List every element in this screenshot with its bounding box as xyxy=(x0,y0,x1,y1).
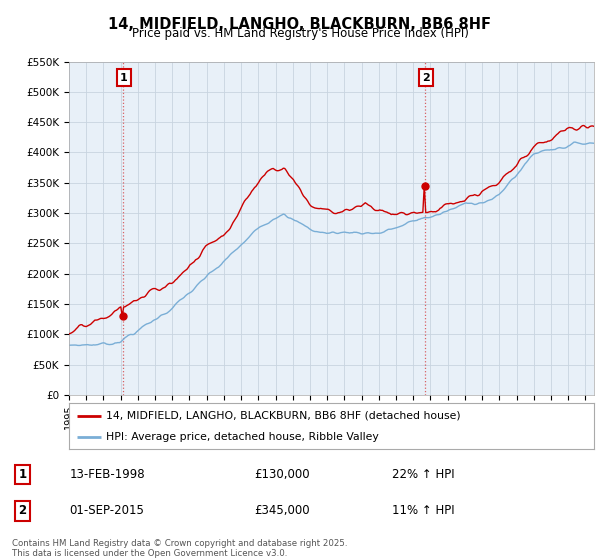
Text: £130,000: £130,000 xyxy=(254,468,310,481)
Text: 2: 2 xyxy=(19,504,26,517)
Text: HPI: Average price, detached house, Ribble Valley: HPI: Average price, detached house, Ribb… xyxy=(106,432,379,442)
Text: 1: 1 xyxy=(120,72,128,82)
Text: 2: 2 xyxy=(422,72,430,82)
Text: 14, MIDFIELD, LANGHO, BLACKBURN, BB6 8HF (detached house): 14, MIDFIELD, LANGHO, BLACKBURN, BB6 8HF… xyxy=(106,410,460,421)
Text: Contains HM Land Registry data © Crown copyright and database right 2025.
This d: Contains HM Land Registry data © Crown c… xyxy=(12,539,347,558)
Text: 22% ↑ HPI: 22% ↑ HPI xyxy=(392,468,455,481)
Text: 13-FEB-1998: 13-FEB-1998 xyxy=(70,468,145,481)
Text: 11% ↑ HPI: 11% ↑ HPI xyxy=(392,504,455,517)
Text: 14, MIDFIELD, LANGHO, BLACKBURN, BB6 8HF: 14, MIDFIELD, LANGHO, BLACKBURN, BB6 8HF xyxy=(109,17,491,32)
Text: Price paid vs. HM Land Registry's House Price Index (HPI): Price paid vs. HM Land Registry's House … xyxy=(131,27,469,40)
Text: 1: 1 xyxy=(19,468,26,481)
Text: 01-SEP-2015: 01-SEP-2015 xyxy=(70,504,145,517)
Text: £345,000: £345,000 xyxy=(254,504,310,517)
